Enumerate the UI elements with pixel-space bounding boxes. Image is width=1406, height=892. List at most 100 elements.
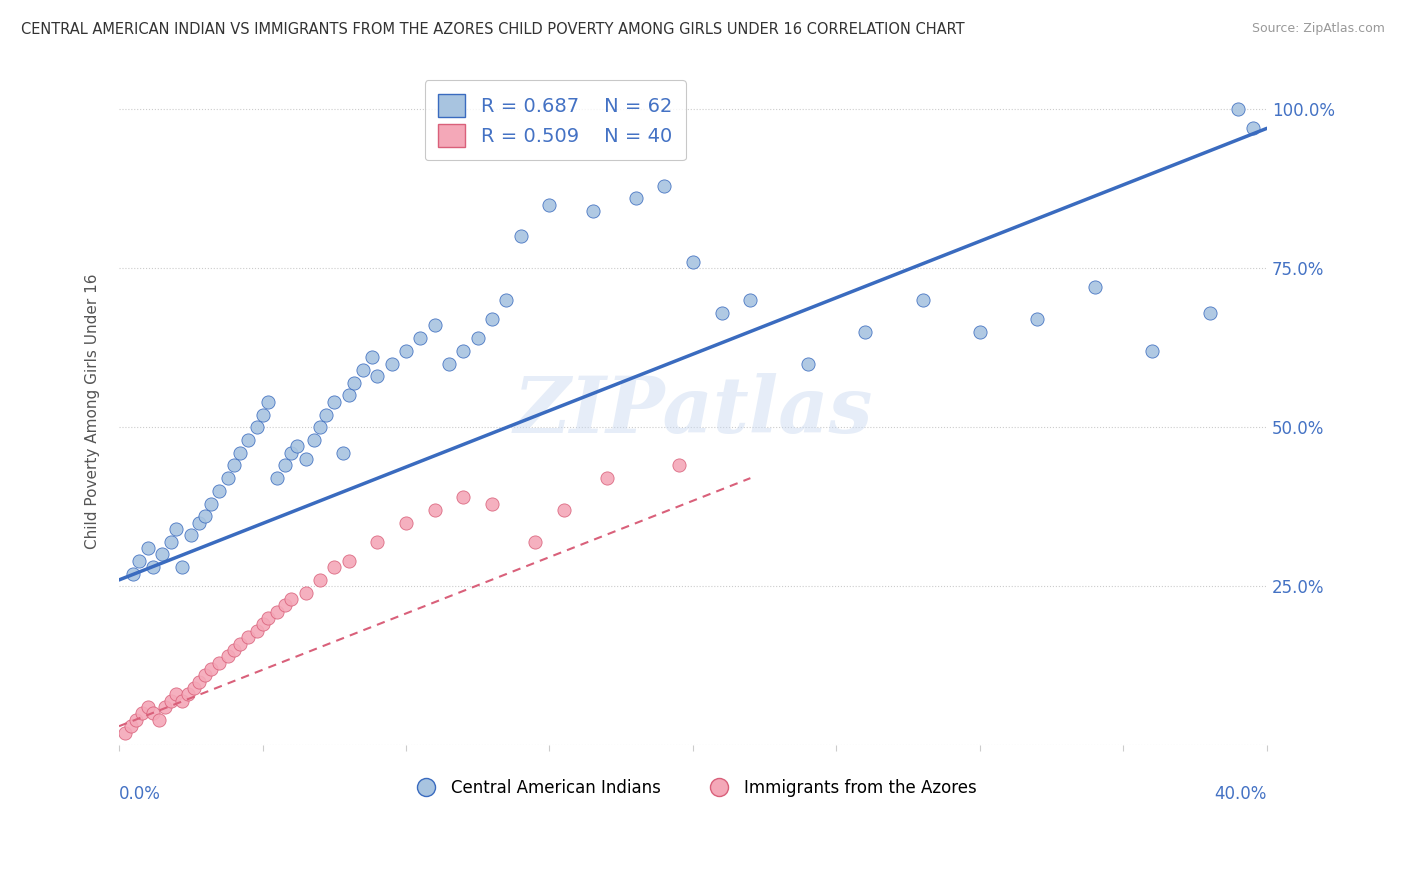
Point (252, 408, 274, 422)
Point (509, 229, 531, 244)
Point (159, 694, 181, 708)
Point (238, 433, 260, 447)
Point (495, 293, 517, 307)
Point (238, 630, 260, 644)
Point (183, 681, 205, 695)
Point (853, 325, 876, 339)
Point (274, 458, 297, 473)
Point (352, 363, 374, 377)
Point (200, 497, 222, 511)
Point (177, 687, 200, 701)
Point (142, 706, 165, 721)
Point (969, 325, 991, 339)
Point (125, 713, 148, 727)
Text: ZIPatlas: ZIPatlas (513, 373, 873, 450)
Point (180, 528, 202, 542)
Point (136, 700, 159, 714)
Point (911, 293, 934, 307)
Point (257, 611, 280, 625)
Point (274, 599, 297, 613)
Text: 40.0%: 40.0% (1215, 785, 1267, 804)
Point (596, 471, 619, 485)
Point (1026, 312, 1049, 326)
Point (150, 548, 173, 562)
Point (1198, 306, 1220, 320)
Point (122, 566, 145, 581)
Point (131, 706, 153, 721)
Point (302, 433, 325, 447)
Point (159, 534, 181, 549)
Point (200, 662, 222, 676)
Point (1241, 121, 1264, 136)
Point (148, 713, 170, 727)
Point (172, 560, 194, 574)
Point (395, 516, 418, 530)
Point (682, 255, 704, 269)
Point (128, 554, 150, 568)
Point (381, 357, 404, 371)
Point (1140, 343, 1163, 358)
Point (165, 522, 187, 536)
Point (257, 394, 280, 409)
Point (553, 503, 575, 517)
Point (437, 357, 460, 371)
Point (538, 197, 561, 211)
Point (217, 471, 239, 485)
Point (740, 293, 762, 307)
Point (136, 541, 159, 555)
Point (285, 439, 308, 453)
Point (217, 649, 239, 664)
Point (337, 388, 360, 402)
Point (524, 534, 547, 549)
Point (120, 719, 142, 733)
Point (710, 306, 733, 320)
Point (360, 351, 382, 365)
Text: CENTRAL AMERICAN INDIAN VS IMMIGRANTS FROM THE AZORES CHILD POVERTY AMONG GIRLS : CENTRAL AMERICAN INDIAN VS IMMIGRANTS FR… (21, 22, 965, 37)
Point (652, 178, 675, 193)
Point (188, 674, 211, 689)
Text: 0.0%: 0.0% (120, 785, 160, 804)
Point (581, 204, 603, 219)
Point (280, 446, 302, 460)
Point (315, 408, 337, 422)
Point (309, 573, 332, 587)
Point (453, 343, 475, 358)
Point (423, 318, 446, 333)
Point (246, 624, 269, 638)
Point (467, 331, 489, 345)
Point (423, 503, 446, 517)
Point (114, 725, 136, 739)
Point (165, 687, 187, 701)
Point (668, 458, 690, 473)
Y-axis label: Child Poverty Among Girls Under 16: Child Poverty Among Girls Under 16 (86, 274, 100, 549)
Point (366, 369, 388, 384)
Point (323, 394, 346, 409)
Point (797, 357, 820, 371)
Point (395, 343, 418, 358)
Point (481, 497, 503, 511)
Text: Source: ZipAtlas.com: Source: ZipAtlas.com (1251, 22, 1385, 36)
Point (280, 592, 302, 607)
Point (1084, 280, 1107, 294)
Point (309, 420, 332, 434)
Point (366, 534, 388, 549)
Point (624, 191, 647, 205)
Point (266, 605, 288, 619)
Point (252, 617, 274, 632)
Point (246, 420, 269, 434)
Point (228, 446, 250, 460)
Point (222, 458, 245, 473)
Point (294, 585, 316, 599)
Point (208, 656, 231, 670)
Point (409, 331, 432, 345)
Point (194, 509, 217, 524)
Point (222, 643, 245, 657)
Point (481, 312, 503, 326)
Point (266, 471, 288, 485)
Point (153, 700, 176, 714)
Point (142, 560, 165, 574)
Point (1227, 102, 1250, 116)
Point (228, 636, 250, 650)
Legend: Central American Indians, Immigrants from the Azores: Central American Indians, Immigrants fro… (402, 772, 983, 804)
Point (343, 376, 366, 390)
